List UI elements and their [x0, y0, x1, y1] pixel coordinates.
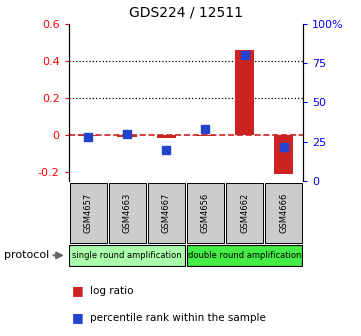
Text: ■: ■ — [72, 284, 84, 297]
Point — [203, 127, 208, 132]
Bar — [274, 135, 293, 174]
Title: GDS224 / 12511: GDS224 / 12511 — [129, 6, 243, 19]
Bar — [235, 50, 255, 135]
Text: GSM4667: GSM4667 — [162, 192, 171, 233]
Text: single round amplification: single round amplification — [73, 251, 182, 260]
Text: protocol: protocol — [4, 250, 49, 260]
Bar — [69, 245, 185, 266]
Bar — [196, 135, 215, 136]
Text: GSM4657: GSM4657 — [84, 193, 93, 233]
Text: ■: ■ — [72, 311, 84, 324]
Text: GSM4662: GSM4662 — [240, 193, 249, 233]
Bar — [187, 183, 224, 243]
Bar — [148, 183, 185, 243]
Text: GSM4666: GSM4666 — [279, 192, 288, 233]
Text: double round amplification: double round amplification — [188, 251, 301, 260]
Point — [242, 52, 247, 58]
Text: log ratio: log ratio — [90, 286, 134, 296]
Bar — [157, 135, 176, 138]
Point — [124, 131, 130, 137]
Bar — [109, 183, 145, 243]
Text: percentile rank within the sample: percentile rank within the sample — [90, 312, 266, 323]
Bar — [70, 183, 106, 243]
Text: GSM4663: GSM4663 — [123, 192, 132, 233]
Point — [85, 134, 91, 140]
Text: GSM4656: GSM4656 — [201, 193, 210, 233]
Bar — [117, 135, 137, 137]
Bar — [187, 245, 303, 266]
Bar — [78, 135, 98, 136]
Bar — [226, 183, 263, 243]
Point — [164, 147, 169, 153]
Point — [281, 144, 287, 150]
Bar — [265, 183, 302, 243]
